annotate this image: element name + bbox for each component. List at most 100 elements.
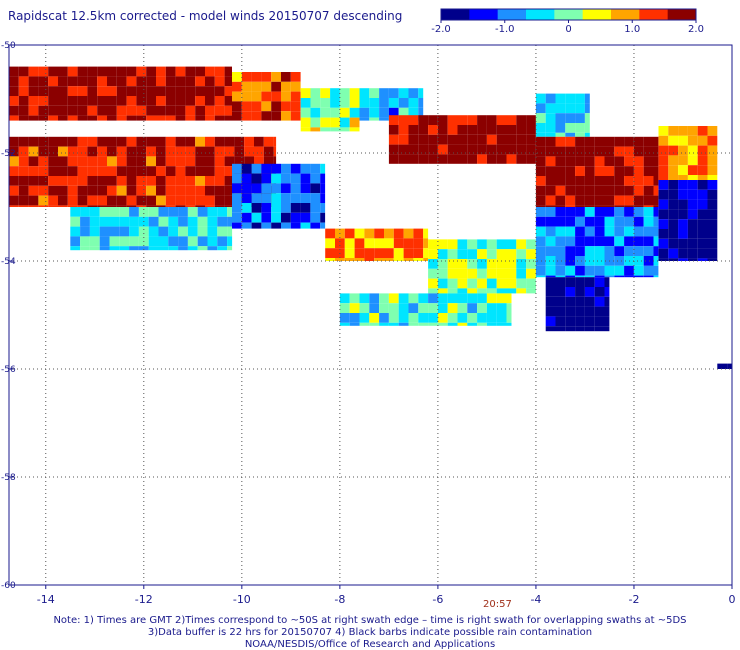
heatmap-cell [156, 166, 166, 176]
heatmap-cell [271, 183, 281, 194]
heatmap-cell [330, 88, 340, 98]
heatmap-cell [290, 203, 301, 213]
heatmap-cell [388, 98, 399, 108]
heatmap-cell [310, 117, 321, 128]
heatmap-cell [555, 123, 566, 133]
heatmap-cell [565, 207, 576, 217]
heatmap-cell [195, 146, 205, 157]
heatmap-cell [584, 205, 595, 207]
heatmap-cell [290, 81, 301, 92]
heatmap-cell [158, 236, 169, 247]
heatmap-cell [232, 173, 242, 184]
heatmap-cell [28, 105, 39, 116]
heatmap-cell [545, 146, 556, 157]
heatmap-cell [107, 156, 117, 167]
heatmap-cell [678, 199, 688, 210]
heatmap-cell [354, 228, 365, 239]
colorbar-tick-label: 2.0 [688, 24, 704, 35]
heatmap-cell [234, 146, 245, 157]
heatmap-cell [185, 76, 196, 87]
heatmap-cell [241, 91, 252, 102]
heatmap-cell [99, 246, 110, 251]
heatmap-cell [555, 195, 566, 206]
heatmap-cell [437, 278, 448, 289]
heatmap-cell [403, 238, 414, 249]
heatmap-cell [447, 268, 458, 279]
heatmap-cell [116, 115, 127, 121]
heatmap-cell [467, 125, 478, 135]
heatmap-cell [545, 113, 556, 123]
heatmap-cell [437, 322, 448, 326]
heatmap-cell [369, 117, 380, 121]
heatmap-cell [555, 236, 566, 247]
heatmap-cell [678, 135, 688, 146]
heatmap-cell [678, 165, 688, 175]
heatmap-cell [38, 176, 49, 186]
heatmap-cell [575, 246, 585, 256]
heatmap-cell [516, 134, 527, 145]
heatmap-cell [195, 136, 205, 147]
heatmap-cell [678, 219, 688, 229]
heatmap-cell [129, 226, 139, 237]
heatmap-cell [707, 175, 718, 180]
heatmap-cell [496, 259, 507, 269]
heatmap-cell [379, 107, 389, 118]
heatmap-cell [214, 115, 225, 121]
heatmap-cell [116, 66, 127, 77]
heatmap-cell [38, 156, 49, 167]
heatmap-cell [67, 195, 78, 206]
heatmap-cell [48, 205, 58, 207]
heatmap-cell [271, 203, 281, 213]
heatmap-cell [310, 183, 321, 194]
heatmap-cell [575, 113, 585, 123]
heatmap-cell [594, 287, 605, 297]
heatmap-cell [633, 265, 644, 276]
heatmap-cell [281, 163, 291, 174]
heatmap-cell [195, 156, 205, 167]
heatmap-cell [227, 207, 233, 217]
heatmap-cell [526, 249, 536, 259]
heatmap-cell [126, 156, 137, 167]
heatmap-cell [467, 313, 478, 323]
heatmap-cell [310, 127, 321, 132]
heatmap-cell [18, 166, 29, 176]
heatmap-cell [116, 176, 127, 186]
plot-frame [8, 44, 733, 586]
heatmap-cell [555, 246, 566, 256]
heatmap-cell [369, 293, 380, 304]
heatmap-cell [477, 144, 487, 155]
heatmap-cell [457, 322, 468, 326]
heatmap-cell [516, 125, 527, 135]
heatmap-cell [535, 156, 546, 167]
heatmap-cell [9, 156, 19, 167]
heatmap-cell [126, 195, 137, 206]
heatmap-cell [516, 288, 527, 294]
heatmap-cell [687, 175, 698, 180]
heatmap-cell [633, 256, 644, 266]
heatmap-cell [359, 303, 370, 313]
heatmap-cell [97, 76, 107, 87]
heatmap-cell [707, 126, 718, 136]
heatmap-cell [18, 105, 29, 116]
heatmap-cell [224, 105, 232, 116]
heatmap-cell [38, 96, 49, 106]
heatmap-cell [668, 219, 679, 229]
heatmap-cell [175, 76, 186, 87]
heatmap-cell [281, 193, 291, 203]
heatmap-cell [374, 248, 384, 258]
heatmap-cell [178, 246, 188, 251]
heatmap-cell [67, 166, 78, 176]
heatmap-cell [565, 275, 576, 278]
heatmap-cell [187, 226, 198, 237]
heatmap-cell [624, 236, 634, 247]
heatmap-cell [28, 146, 39, 157]
heatmap-cell [535, 207, 546, 217]
heatmap-cell [339, 322, 350, 326]
heatmap-cell [545, 216, 556, 227]
heatmap-cell [658, 199, 669, 210]
heatmap-cell [447, 115, 458, 125]
heatmap-cell [614, 265, 625, 276]
heatmap-cell [97, 156, 107, 167]
heatmap-cell [28, 176, 39, 186]
heatmap-cell [175, 205, 186, 207]
